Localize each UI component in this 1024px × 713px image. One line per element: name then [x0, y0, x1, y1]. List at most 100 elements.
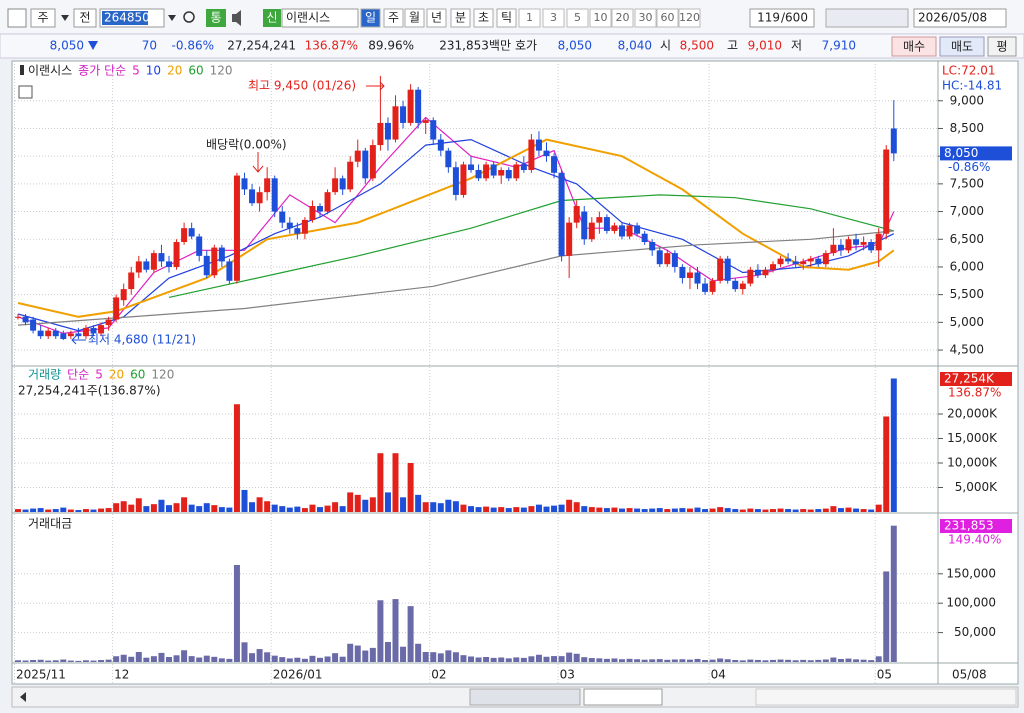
candle-body — [822, 253, 829, 265]
amount-bar — [596, 658, 603, 662]
candle-body — [649, 242, 656, 251]
volume-bar — [400, 497, 407, 512]
volume-bar — [264, 501, 271, 512]
candle-body — [686, 272, 693, 279]
volume-bar — [52, 509, 59, 512]
code-dropdown[interactable] — [168, 15, 176, 21]
period-button[interactable] — [360, 8, 381, 28]
speaker-icon[interactable] — [232, 10, 241, 26]
amount-bar — [128, 656, 135, 662]
interval-button[interactable] — [678, 8, 701, 28]
period-button[interactable] — [383, 8, 404, 28]
volume-bar — [747, 508, 754, 512]
interval-button[interactable] — [589, 8, 612, 28]
period-button[interactable] — [473, 8, 494, 28]
last-pct-label: 149.40% — [948, 533, 1001, 547]
playback-buttons[interactable] — [583, 688, 663, 706]
eval-button[interactable] — [987, 36, 1017, 57]
interval-button[interactable] — [656, 8, 679, 28]
dropdown-arrow[interactable] — [61, 15, 69, 21]
legend-text: 120 — [210, 64, 233, 78]
x-tick-label: 12 — [114, 668, 129, 682]
candle-body — [581, 211, 588, 240]
name-box — [281, 8, 359, 28]
volume-bar — [150, 504, 157, 512]
amount-bar — [868, 660, 875, 662]
candle-body — [150, 253, 157, 270]
amount-bar — [452, 652, 459, 662]
period-button[interactable] — [450, 8, 471, 28]
candle-body — [641, 233, 648, 243]
amount-bar — [890, 525, 897, 662]
volume-bar — [241, 489, 248, 512]
period-button[interactable] — [496, 8, 517, 28]
amount-bar — [732, 660, 739, 662]
volume-bar — [135, 498, 142, 512]
interval-text: 60 — [661, 11, 675, 24]
candle-body — [709, 280, 716, 292]
interval-button[interactable] — [611, 8, 634, 28]
x-tick-label: 03 — [560, 668, 575, 682]
amount-bar — [377, 600, 384, 662]
period-text: 주 — [388, 11, 399, 25]
y-tick-label: 10,000K — [947, 456, 998, 470]
buy-button[interactable] — [891, 36, 937, 57]
amount-bar — [211, 656, 218, 662]
volume-bar — [407, 463, 414, 512]
amount: 231,853백만 — [439, 39, 511, 53]
quote-bar — [0, 33, 1024, 59]
candle-body — [875, 233, 882, 251]
interval-text: 120 — [679, 11, 700, 24]
volume-bar — [392, 453, 399, 512]
period-button[interactable] — [426, 8, 447, 28]
candle-body — [22, 316, 29, 323]
jeon-text: 전 — [79, 11, 90, 25]
interval-button[interactable] — [634, 8, 657, 28]
date-box[interactable] — [913, 8, 1007, 28]
volume-bar — [475, 507, 482, 512]
interval-button[interactable] — [566, 8, 589, 28]
period-button[interactable] — [404, 8, 425, 28]
open-label: 시 — [660, 39, 671, 53]
amount-bar — [611, 658, 618, 662]
sin-button[interactable] — [263, 9, 281, 27]
candle-body — [815, 258, 822, 265]
candle-body — [739, 283, 746, 290]
amount-bar — [317, 657, 323, 662]
volume-bar — [686, 508, 693, 512]
market-select[interactable] — [30, 8, 56, 28]
grid-icon[interactable] — [18, 85, 33, 99]
interval-button[interactable] — [542, 8, 565, 28]
y-tick-label: 5,000 — [950, 315, 984, 329]
candle-body — [468, 164, 474, 171]
jeon-button[interactable] — [73, 8, 97, 28]
volume-bar — [226, 507, 233, 512]
count-box[interactable] — [749, 8, 815, 28]
interval-button[interactable] — [518, 8, 541, 28]
search-icon[interactable] — [183, 11, 195, 23]
date: 2026/05/08 — [918, 11, 987, 25]
sell-button[interactable] — [939, 36, 985, 57]
scroll-left[interactable] — [20, 692, 26, 702]
amount-bar — [45, 660, 52, 662]
candle-body — [332, 178, 339, 193]
amount-bar — [679, 659, 686, 662]
volume-bar — [15, 509, 21, 512]
amount-bar — [67, 660, 74, 662]
volume-bar — [732, 509, 739, 512]
amount-bar — [777, 659, 784, 662]
volume-bar — [90, 509, 97, 512]
candle-body — [392, 106, 399, 140]
candle-body — [505, 170, 512, 179]
amount-bar — [603, 658, 610, 662]
legend-text: 단순 — [67, 368, 89, 382]
tool-icons[interactable] — [825, 8, 909, 28]
menu-icon[interactable] — [7, 8, 27, 28]
tong-button[interactable] — [206, 9, 226, 27]
volume-bar — [362, 499, 369, 512]
volume-bar — [679, 508, 686, 512]
scroll-thumb[interactable] — [469, 688, 581, 706]
amount-bar — [226, 658, 233, 662]
zoom-tools[interactable] — [755, 688, 1017, 706]
candle-body — [800, 261, 807, 265]
